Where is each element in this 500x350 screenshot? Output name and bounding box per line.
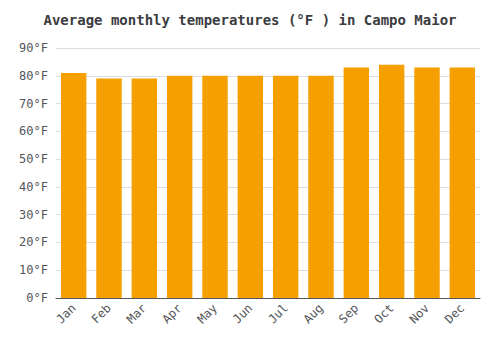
svg-text:90°F: 90°F xyxy=(19,41,48,55)
svg-text:80°F: 80°F xyxy=(19,69,48,83)
svg-text:Dec: Dec xyxy=(442,301,467,326)
svg-text:May: May xyxy=(195,301,220,326)
svg-text:Mar: Mar xyxy=(124,301,149,326)
svg-text:Oct: Oct xyxy=(371,301,396,326)
svg-text:50°F: 50°F xyxy=(19,152,48,166)
svg-text:20°F: 20°F xyxy=(19,235,48,249)
svg-text:0°F: 0°F xyxy=(26,291,48,305)
svg-text:30°F: 30°F xyxy=(19,208,48,222)
svg-text:Average monthly temperatures (: Average monthly temperatures (°F ) in Ca… xyxy=(43,12,456,28)
svg-text:40°F: 40°F xyxy=(19,180,48,194)
svg-text:Feb: Feb xyxy=(89,301,114,326)
svg-text:Nov: Nov xyxy=(407,301,432,326)
svg-text:Aug: Aug xyxy=(301,301,326,326)
svg-text:Jul: Jul xyxy=(265,301,290,326)
svg-text:Jun: Jun xyxy=(230,301,255,326)
svg-text:60°F: 60°F xyxy=(19,124,48,138)
svg-text:Apr: Apr xyxy=(159,301,184,326)
svg-text:10°F: 10°F xyxy=(19,263,48,277)
svg-text:70°F: 70°F xyxy=(19,97,48,111)
svg-text:Sep: Sep xyxy=(336,301,361,326)
svg-text:Jan: Jan xyxy=(53,301,78,326)
